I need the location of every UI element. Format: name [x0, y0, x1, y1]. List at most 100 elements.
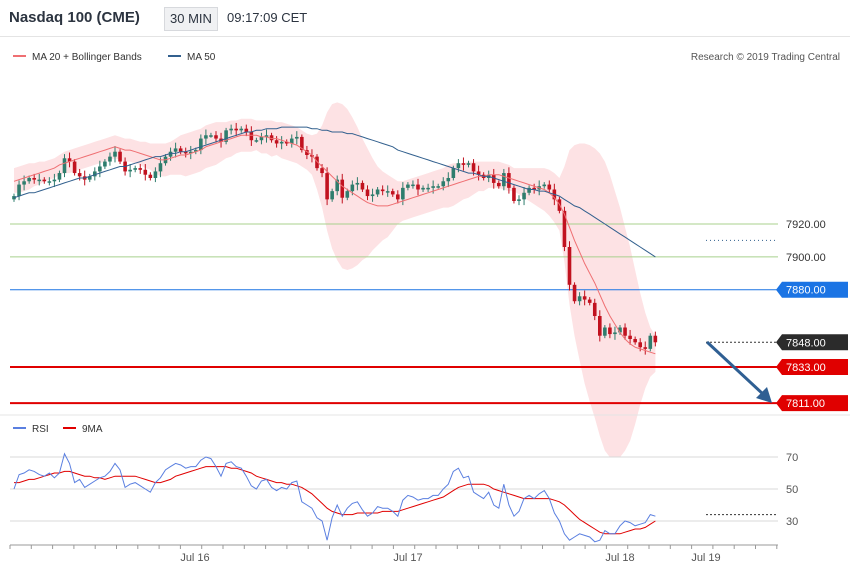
candle-body-77	[401, 187, 405, 200]
candle-body-6	[42, 179, 47, 182]
rsi-line	[13, 452, 656, 543]
projection-arrow-line	[705, 340, 766, 397]
legend-ma50-label: MA 50	[187, 52, 216, 63]
candle-body-66	[345, 191, 350, 198]
candle-body-98	[507, 173, 511, 188]
candle-body-65	[340, 179, 345, 198]
candle-body-37	[199, 138, 203, 151]
candle-body-25	[138, 168, 143, 170]
candle-body-55	[289, 138, 294, 144]
candle-body-91	[471, 163, 476, 172]
candle-body-18	[103, 161, 107, 167]
level-label-1: 7920.00	[786, 219, 826, 231]
candle-body-29	[158, 163, 163, 172]
candle-body-10	[62, 158, 67, 174]
candle-body-79	[411, 184, 415, 187]
candle-body-45	[239, 128, 244, 131]
candle-body-69	[360, 182, 365, 190]
candle-body-112	[577, 296, 582, 302]
candle-body-52	[274, 140, 279, 144]
level-label-3: 7880.00	[786, 285, 826, 297]
candle-body-68	[355, 182, 360, 185]
candles	[12, 122, 658, 355]
candle-body-84	[436, 186, 440, 188]
candle-body-21	[118, 151, 122, 162]
level-label-5: 7833.00	[786, 362, 826, 374]
candle-body-124	[638, 342, 642, 348]
candle-body-54	[284, 141, 289, 144]
candle-body-49	[259, 136, 264, 141]
candle-body-51	[269, 135, 274, 141]
level-tag-3	[776, 281, 848, 298]
candle-body-95	[491, 174, 496, 183]
level-tag-5	[776, 358, 848, 375]
level-tag-4	[776, 334, 848, 351]
candle-body-76	[396, 194, 400, 200]
candle-body-26	[143, 169, 148, 175]
candle-body-28	[153, 171, 158, 178]
candle-body-99	[512, 187, 516, 201]
candle-body-120	[618, 327, 622, 333]
candle-body-33	[178, 148, 183, 152]
candle-body-75	[390, 191, 395, 195]
candle-body-114	[587, 299, 592, 303]
candle-body-48	[254, 140, 259, 142]
candle-body-40	[214, 135, 218, 139]
candle-body-24	[133, 168, 137, 170]
candle-body-87	[451, 168, 456, 178]
level-label-2: 7900.00	[786, 252, 826, 264]
candle-body-119	[613, 332, 617, 335]
candle-body-67	[350, 184, 355, 192]
level-tag-6	[776, 395, 848, 412]
candle-body-103	[532, 187, 536, 190]
candle-body-35	[188, 151, 193, 154]
candle-body-90	[466, 163, 471, 165]
ma50-line	[13, 126, 656, 258]
candle-body-89	[461, 163, 466, 165]
timeframe-button[interactable]: 30 MIN	[164, 7, 218, 31]
candle-body-50	[264, 135, 269, 137]
candle-body-73	[380, 189, 385, 192]
instrument-title: Nasdaq 100 (CME)	[9, 9, 140, 26]
level-label-4: 7848.00	[786, 337, 826, 349]
candle-body-8	[52, 179, 57, 182]
candle-body-83	[431, 186, 435, 188]
candle-body-0	[12, 196, 16, 200]
candle-body-19	[108, 156, 112, 162]
candle-body-86	[446, 177, 451, 182]
candle-body-36	[194, 150, 198, 152]
x-tick-label-2: Jul 17	[393, 552, 422, 564]
candle-body-13	[77, 173, 82, 177]
candle-body-39	[209, 135, 213, 137]
candle-body-80	[416, 184, 420, 190]
candle-body-116	[598, 316, 602, 336]
candle-body-2	[22, 181, 26, 185]
candle-body-42	[224, 130, 228, 142]
rsi-tick-50: 50	[786, 484, 798, 496]
candle-body-53	[279, 141, 284, 144]
ma20-swatch	[13, 55, 26, 58]
candle-body-82	[426, 187, 430, 190]
x-tick-label-3: Jul 18	[605, 552, 634, 564]
candle-body-62	[325, 173, 329, 200]
legend-rsi: RSI	[13, 424, 49, 435]
candle-body-74	[385, 191, 390, 193]
candle-body-81	[421, 187, 425, 190]
candle-body-15	[87, 176, 92, 180]
bollinger-band	[14, 102, 656, 458]
candle-body-9	[57, 173, 62, 180]
candle-body-58	[305, 150, 309, 155]
chart-header: Nasdaq 100 (CME) 30 MIN 09:17:09 CET	[0, 0, 850, 37]
candle-body-60	[315, 156, 319, 169]
candle-body-71	[370, 194, 375, 197]
level-label-6: 7811.00	[786, 398, 825, 410]
projection-arrow-head	[756, 387, 772, 403]
candle-body-20	[113, 151, 117, 157]
candle-body-44	[234, 128, 238, 131]
candle-body-63	[330, 191, 334, 200]
legend-ma50: MA 50	[168, 52, 215, 63]
candle-body-5	[37, 179, 42, 182]
legend-ma20-label: MA 20 + Bollinger Bands	[32, 52, 142, 63]
candle-body-57	[300, 136, 304, 151]
